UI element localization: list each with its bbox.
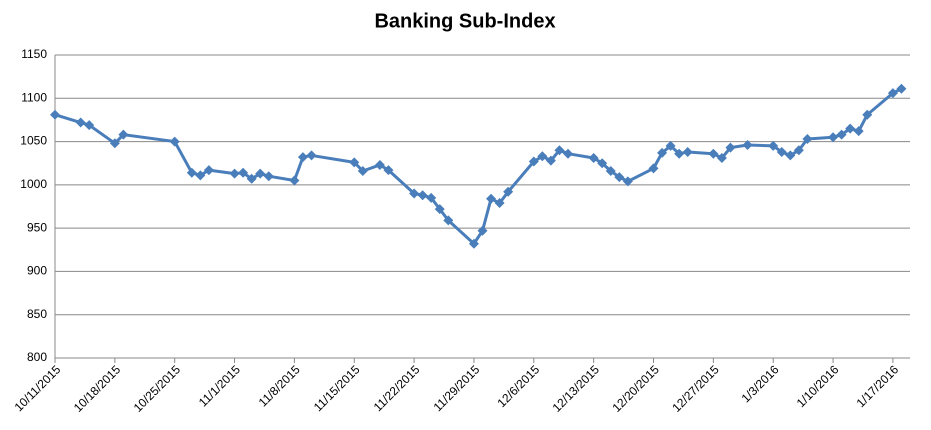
x-tick-label: 12/20/2015 <box>609 362 662 415</box>
data-point <box>682 146 693 157</box>
data-point <box>896 83 907 94</box>
data-point <box>383 165 394 176</box>
x-tick-label: 10/18/2015 <box>71 362 124 415</box>
data-point <box>306 150 317 161</box>
data-point <box>554 145 565 156</box>
y-tick-label: 1050 <box>20 134 47 148</box>
x-tick-label: 11/22/2015 <box>371 362 423 414</box>
data-point <box>614 172 625 183</box>
data-point <box>84 120 95 131</box>
data-point <box>657 147 668 158</box>
y-tick-label: 800 <box>27 350 47 364</box>
data-point <box>409 188 420 199</box>
data-point <box>494 198 505 209</box>
data-point <box>674 148 685 159</box>
data-point <box>776 146 787 157</box>
data-point <box>528 156 539 167</box>
data-point <box>203 165 214 176</box>
y-tick-label: 950 <box>27 220 47 234</box>
data-point <box>263 171 274 182</box>
data-point <box>357 166 368 177</box>
data-point <box>862 109 873 120</box>
data-point <box>503 186 514 197</box>
y-tick-label: 1150 <box>21 47 47 61</box>
data-point <box>828 132 839 143</box>
data-point <box>50 109 60 120</box>
data-point <box>477 225 488 236</box>
data-point <box>768 140 779 151</box>
data-point <box>169 136 180 147</box>
x-tick-label: 10/25/2015 <box>131 362 184 415</box>
data-point <box>725 142 736 153</box>
data-point <box>229 168 240 179</box>
data-point <box>109 138 120 149</box>
data-point <box>716 153 727 164</box>
data-point <box>118 129 129 140</box>
y-tick-label: 850 <box>27 307 47 321</box>
data-point <box>468 238 479 249</box>
y-tick-label: 1100 <box>21 90 47 104</box>
data-point <box>853 126 864 137</box>
data-point <box>563 148 573 159</box>
x-tick-label: 1/10/2016 <box>794 362 842 410</box>
data-point <box>836 129 847 140</box>
data-point <box>443 215 454 226</box>
x-tick-label: 1/17/2016 <box>854 362 902 410</box>
data-point <box>186 167 197 178</box>
data-point <box>742 140 753 151</box>
y-tick-label: 900 <box>27 264 47 278</box>
data-point <box>238 167 249 178</box>
data-point <box>374 159 385 170</box>
data-point <box>486 193 497 204</box>
data-point <box>255 168 266 179</box>
data-point <box>588 153 599 164</box>
data-point <box>622 176 633 187</box>
data-point <box>785 150 796 161</box>
data-point <box>802 133 813 144</box>
data-point <box>297 152 308 163</box>
x-tick-label: 10/11/2015 <box>12 362 64 414</box>
x-tick-label: 12/6/2015 <box>495 362 543 410</box>
data-point <box>349 157 360 168</box>
data-point <box>417 190 428 201</box>
data-point <box>708 148 719 159</box>
x-tick-label: 11/1/2015 <box>196 362 243 409</box>
data-point <box>195 170 206 181</box>
data-point <box>845 123 856 134</box>
data-point <box>887 88 898 99</box>
data-point <box>537 151 548 162</box>
x-tick-label: 12/13/2015 <box>550 362 603 415</box>
data-point <box>75 117 86 128</box>
data-point <box>648 163 659 174</box>
data-point <box>434 204 445 215</box>
series-line <box>54 87 903 246</box>
data-point <box>426 192 437 203</box>
x-tick-label: 11/15/2015 <box>311 362 363 414</box>
x-tick-label: 11/8/2015 <box>256 362 303 409</box>
data-point <box>289 175 300 186</box>
x-tick-label: 1/3/2016 <box>739 362 782 405</box>
x-tick-label: 11/29/2015 <box>431 362 483 414</box>
data-point <box>597 158 608 169</box>
data-point <box>665 140 676 151</box>
chart-title: Banking Sub-Index <box>374 10 555 32</box>
x-tick-label: 12/27/2015 <box>669 362 722 415</box>
data-point <box>605 166 616 177</box>
data-point <box>793 145 804 156</box>
y-tick-label: 1000 <box>20 177 47 191</box>
data-point <box>545 155 556 166</box>
data-point <box>246 173 257 184</box>
